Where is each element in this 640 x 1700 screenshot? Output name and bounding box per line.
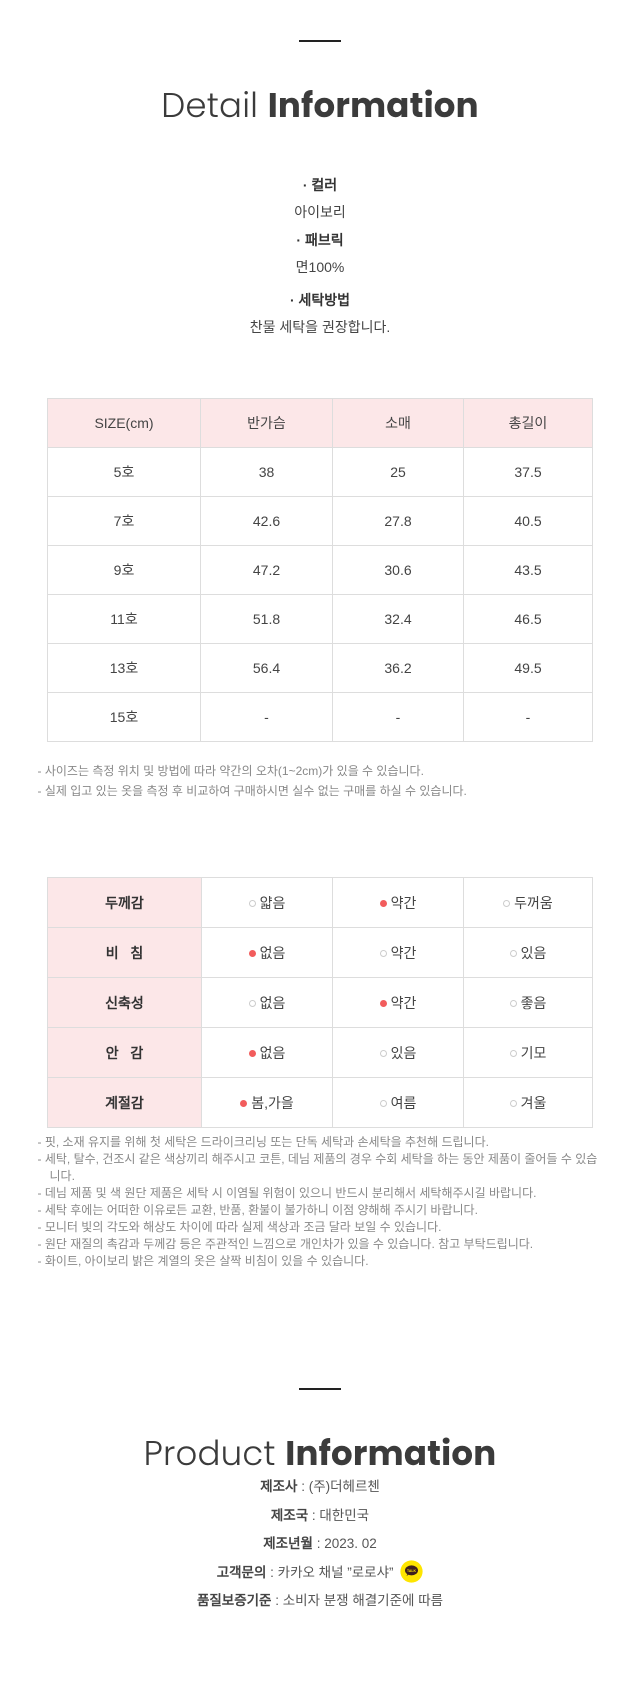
svg-text:TALK: TALK	[407, 1569, 416, 1573]
